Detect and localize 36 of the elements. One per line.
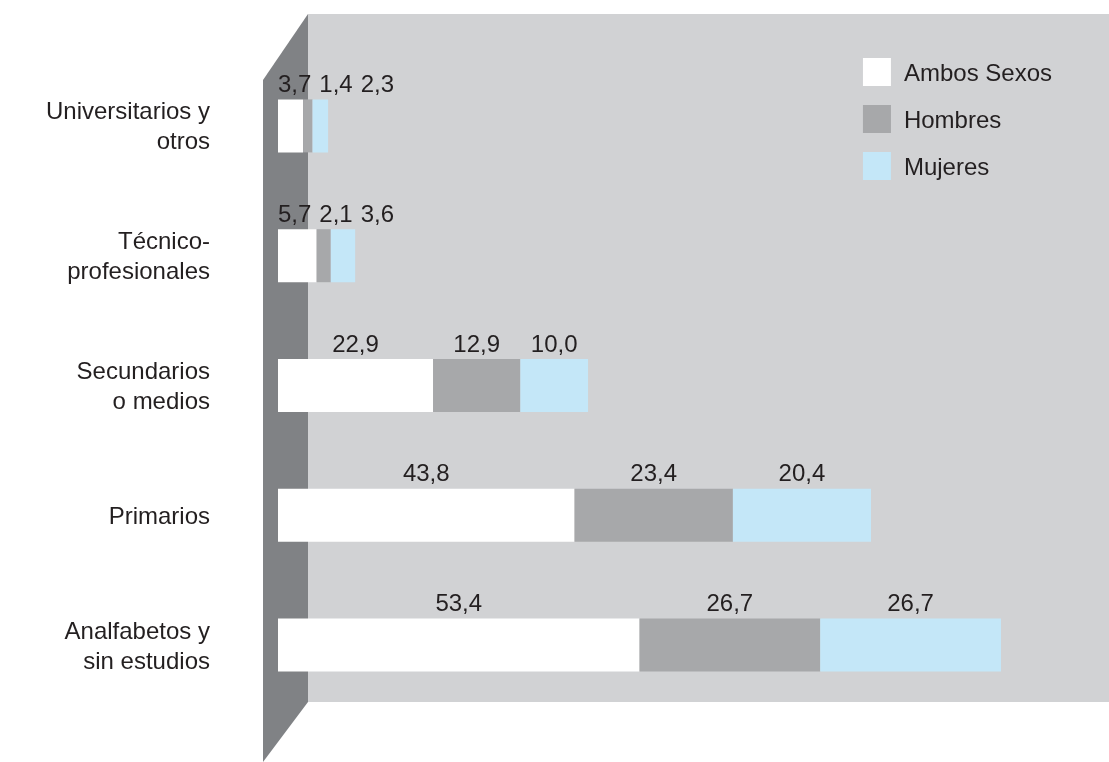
data-label: 3,6: [360, 199, 395, 227]
y-tick-label: Secundarios o medios: [76, 357, 210, 414]
bar: [278, 99, 304, 153]
bar: [312, 99, 329, 153]
data-label: 26,7: [706, 589, 754, 617]
data-label: 1,4: [319, 69, 353, 97]
data-label: 22,9: [332, 329, 379, 357]
bar: [639, 618, 821, 672]
bar: [574, 488, 733, 542]
bar: [303, 99, 313, 153]
data-label: 10,0: [530, 329, 578, 357]
data-label: 26,7: [887, 589, 934, 617]
legend-label: Mujeres: [903, 152, 990, 180]
bar: [278, 618, 640, 672]
bar: [732, 488, 871, 542]
data-label: 2,1: [319, 199, 353, 227]
data-label: 43,8: [402, 459, 450, 487]
bar: [330, 229, 356, 283]
data-label: 12,9: [453, 329, 501, 357]
data-label: 23,4: [630, 459, 678, 487]
bar: [278, 359, 434, 412]
bar: [278, 229, 317, 283]
bar: [520, 359, 589, 412]
bar: [278, 488, 575, 542]
data-label: 20,4: [778, 459, 826, 487]
legend-label: Ambos Sexos: [903, 58, 1053, 86]
y-tick-label: Analfabetos y sin estudios: [64, 616, 210, 674]
bar: [316, 229, 331, 283]
bar: [433, 359, 521, 412]
bar: [820, 618, 1001, 672]
y-tick-label: Universitarios y otros: [45, 97, 210, 155]
legend-label: Hombres: [903, 105, 1002, 133]
data-label: 2,3: [360, 69, 395, 97]
data-label: 53,4: [435, 589, 483, 617]
y-tick-label: Técnico- profesionales: [67, 227, 210, 285]
y-tick-label: Primarios: [108, 501, 210, 529]
